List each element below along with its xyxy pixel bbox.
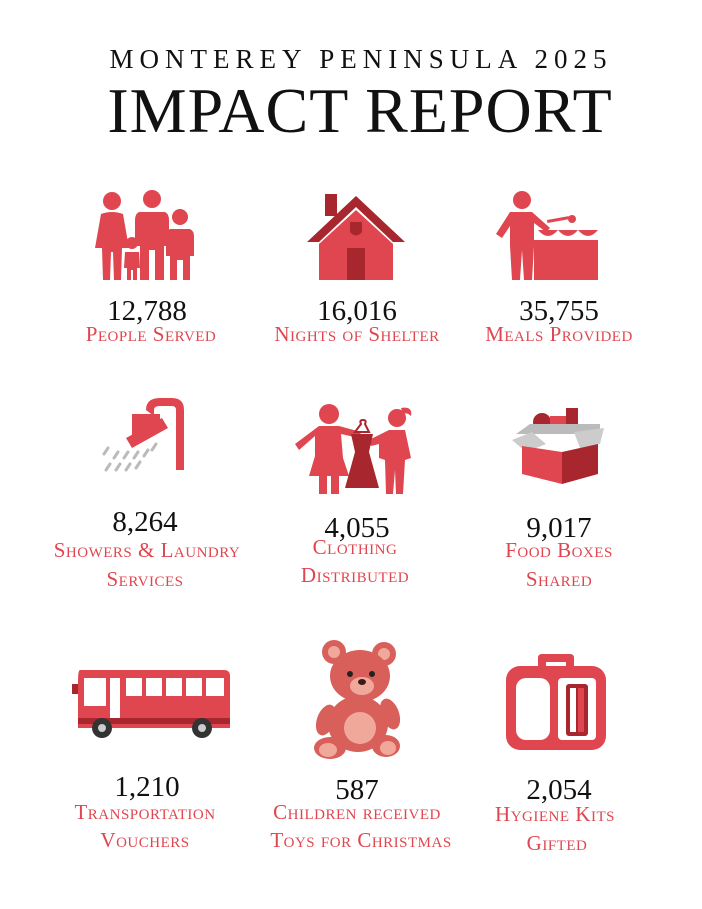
stat-label-line2: Gifted xyxy=(526,831,588,855)
stat-label: Transportation xyxy=(74,800,216,824)
stat-label: Nights of Shelter xyxy=(274,322,440,346)
clothing-icon xyxy=(293,402,419,496)
hygiene-kit-icon xyxy=(504,652,608,752)
stat-label: Showers & Laundry xyxy=(53,538,241,562)
stat-label: Food Boxes xyxy=(505,538,613,562)
report-subtitle: MONTEREY PENINSULA 2025 xyxy=(109,44,613,74)
stat-label-line2: Vouchers xyxy=(100,828,190,852)
stat-value: 16,016 xyxy=(317,295,397,327)
stat-value: 12,788 xyxy=(107,295,187,327)
stat-value: 35,755 xyxy=(519,295,599,327)
stat-value: 2,054 xyxy=(526,774,592,806)
stat-label: Clothing xyxy=(312,535,398,559)
stat-value: 9,017 xyxy=(526,512,592,544)
stat-label-line2: Shared xyxy=(525,567,593,591)
family-icon xyxy=(92,190,197,282)
teddy-bear-icon xyxy=(306,636,406,762)
shower-icon xyxy=(98,394,190,474)
stat-label-line2: Services xyxy=(106,567,184,591)
stat-label-line2: Distributed xyxy=(300,563,410,587)
serving-meal-icon xyxy=(492,190,602,282)
stat-label: Children received xyxy=(273,800,441,824)
stat-value: 8,264 xyxy=(112,506,178,538)
stat-value: 4,055 xyxy=(324,512,390,544)
report-title: IMPACT REPORT xyxy=(107,75,613,146)
stat-value: 1,210 xyxy=(114,771,180,803)
house-icon xyxy=(305,190,407,282)
stat-value: 587 xyxy=(335,774,379,806)
stat-label-line2: Toys for Christmas xyxy=(270,828,452,852)
stat-label: Meals Provided xyxy=(485,322,633,346)
bus-icon xyxy=(70,662,232,740)
stat-label: Hygiene Kits xyxy=(495,802,615,826)
food-box-icon xyxy=(510,404,606,486)
stat-label: People Served xyxy=(85,322,217,346)
